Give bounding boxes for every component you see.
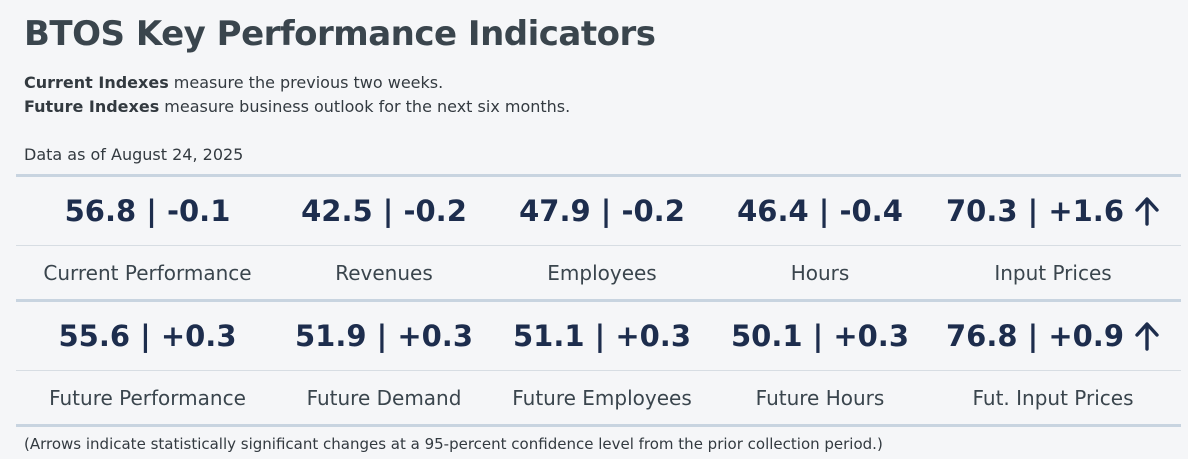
kpi-label-cell: Future Demand (279, 371, 489, 424)
kpi-label-cell: Hours (715, 246, 925, 299)
kpi-label: Current Performance (43, 260, 252, 285)
kpi-label: Future Demand (306, 385, 462, 410)
kpi-label: Fut. Input Prices (972, 385, 1134, 410)
kpi-label: Future Hours (755, 385, 885, 410)
kpi-label-cell: Input Prices (925, 246, 1181, 299)
page-title: BTOS Key Performance Indicators (24, 14, 656, 54)
kpi-label: Future Performance (49, 385, 246, 410)
divider (16, 299, 1181, 302)
divider (16, 370, 1181, 371)
kpi-value: 70.3 | +1.6 (945, 194, 1124, 228)
kpi-value: 47.9 | -0.2 (519, 194, 685, 228)
description-current-term: Current Indexes (24, 73, 169, 92)
kpi-label-cell: Fut. Input Prices (925, 371, 1181, 424)
kpi-label-cell: Future Hours (715, 371, 925, 424)
kpi-label: Employees (547, 260, 657, 285)
description-future-text: measure business outlook for the next si… (159, 97, 571, 116)
kpi-value-cell: 76.8 | +0.9 (925, 302, 1181, 370)
divider (16, 245, 1181, 246)
future-values-row: 55.6 | +0.3 51.9 | +0.3 51.1 | +0.3 50.1 | … (16, 302, 1181, 370)
kpi-value-cell: 51.1 | +0.3 (489, 302, 715, 370)
kpi-value: 56.8 | -0.1 (64, 194, 231, 228)
description-current-text: measure the previous two weeks. (168, 73, 444, 92)
divider (16, 174, 1181, 177)
kpi-value-cell: 55.6 | +0.3 (16, 302, 279, 370)
up-arrow-icon (1135, 322, 1159, 351)
divider (16, 424, 1181, 427)
kpi-value-cell: 47.9 | -0.2 (489, 177, 715, 245)
kpi-label-cell: Current Performance (16, 246, 279, 299)
kpi-value-cell: 42.5 | -0.2 (279, 177, 489, 245)
kpi-value-cell: 51.9 | +0.3 (279, 302, 489, 370)
as-of-date: Data as of August 24, 2025 (24, 145, 244, 164)
description-future: Future Indexes measure business outlook … (24, 97, 570, 116)
kpi-value: 50.1 | +0.3 (730, 319, 909, 353)
kpi-label: Future Employees (512, 385, 692, 410)
kpi-label-cell: Employees (489, 246, 715, 299)
kpi-label: Hours (790, 260, 850, 285)
kpi-label: Revenues (335, 260, 433, 285)
current-labels-row: Current Performance Revenues Employees Hour… (16, 246, 1181, 299)
kpi-label: Input Prices (994, 260, 1112, 285)
description-future-term: Future Indexes (24, 97, 160, 116)
kpi-label-cell: Future Employees (489, 371, 715, 424)
kpi-value: 76.8 | +0.9 (945, 319, 1124, 353)
kpi-value: 46.4 | -0.4 (737, 194, 903, 228)
kpi-value: 55.6 | +0.3 (58, 319, 237, 353)
future-labels-row: Future Performance Future Demand Future Em… (16, 371, 1181, 424)
kpi-value: 51.1 | +0.3 (512, 319, 691, 353)
kpi-value-cell: 70.3 | +1.6 (925, 177, 1181, 245)
up-arrow-icon (1135, 197, 1159, 226)
footnote: (Arrows indicate statistically significa… (24, 435, 883, 453)
kpi-value-cell: 50.1 | +0.3 (715, 302, 925, 370)
kpi-label-cell: Revenues (279, 246, 489, 299)
kpi-value-cell: 46.4 | -0.4 (715, 177, 925, 245)
kpi-value: 51.9 | +0.3 (294, 319, 473, 353)
kpi-label-cell: Future Performance (16, 371, 279, 424)
kpi-value-cell: 56.8 | -0.1 (16, 177, 279, 245)
kpi-value: 42.5 | -0.2 (301, 194, 467, 228)
current-values-row: 56.8 | -0.1 42.5 | -0.2 47.9 | -0.2 46.4 | … (16, 177, 1181, 245)
description-current: Current Indexes measure the previous two… (24, 73, 443, 92)
